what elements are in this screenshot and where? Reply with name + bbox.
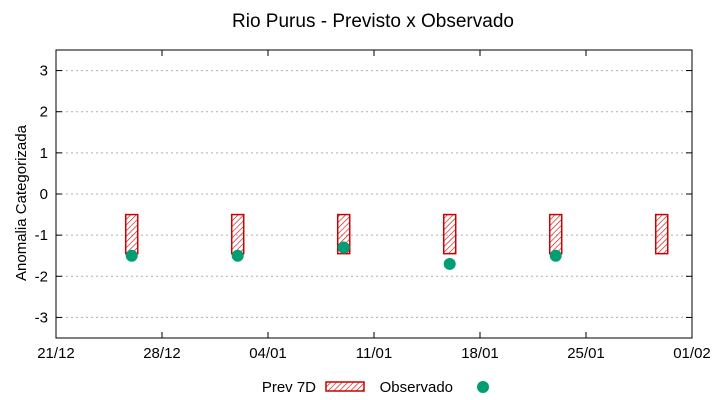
y-tick-label: -2	[35, 268, 48, 285]
legend-label-observado: Observado	[380, 379, 453, 396]
x-tick-label: 01/02	[673, 345, 711, 362]
y-tick-label: 1	[40, 145, 48, 162]
x-tick-label: 21/12	[37, 345, 75, 362]
legend: Prev 7D Observado	[262, 379, 489, 396]
y-axis: 3 2 1 0 -1 -2 -3	[35, 63, 692, 326]
observed-point	[231, 249, 244, 262]
x-tick-label: 28/12	[143, 345, 181, 362]
x-axis: 21/12 28/12 04/01 11/01 18/01 25/01 01/02	[37, 50, 711, 362]
observed-point	[125, 249, 138, 262]
grid	[56, 70, 692, 318]
x-tick-label: 25/01	[567, 345, 605, 362]
forecast-bar	[442, 213, 457, 255]
x-tick-label: 04/01	[249, 345, 287, 362]
y-tick-label: -3	[35, 309, 48, 326]
y-axis-label: Anomalia Categorizada	[13, 124, 30, 281]
forecast-bar	[230, 213, 245, 255]
observed-point	[443, 257, 456, 270]
observed-point	[549, 249, 562, 262]
observed-point	[337, 241, 350, 254]
x-tick-label: 18/01	[461, 345, 499, 362]
forecast-bars	[124, 213, 669, 255]
chart-title: Rio Purus - Previsto x Observado	[232, 11, 514, 32]
y-tick-label: -1	[35, 227, 48, 244]
legend-marker-observado	[477, 381, 489, 393]
forecast-bar	[654, 213, 669, 255]
forecast-bar	[548, 213, 563, 255]
x-tick-label: 11/01	[356, 345, 392, 362]
forecast-bar	[124, 213, 139, 255]
legend-swatch-prev-7d	[325, 381, 365, 392]
y-tick-label: 3	[40, 63, 48, 80]
y-tick-label: 0	[40, 186, 48, 203]
legend-label-prev-7d: Prev 7D	[262, 379, 316, 396]
observed-points	[125, 241, 562, 270]
y-tick-label: 2	[40, 104, 48, 121]
